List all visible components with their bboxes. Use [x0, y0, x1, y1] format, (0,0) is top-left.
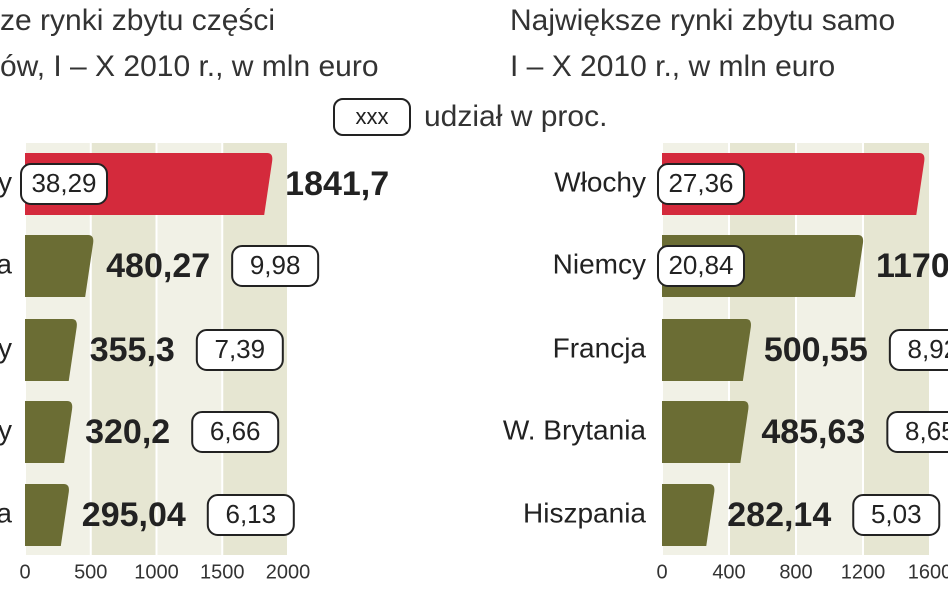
- category-label: W. Brytania: [503, 414, 647, 445]
- value-label: 1841,7: [285, 165, 389, 203]
- share-box: [195, 329, 284, 371]
- legend-sample: xxx: [356, 104, 389, 129]
- value-label: 500,55: [764, 331, 868, 369]
- share-label: 38,29: [31, 168, 96, 198]
- x-tick-label: 1000: [134, 561, 179, 583]
- share-box: [852, 494, 941, 536]
- share-box: [20, 163, 108, 205]
- category-label: a: [0, 497, 12, 528]
- x-tick-label: 400: [712, 561, 745, 583]
- x-tick-label: 0: [656, 561, 667, 583]
- share-box: [657, 163, 745, 205]
- value-label: 355,3: [90, 331, 175, 369]
- share-label: 8,65: [905, 416, 948, 446]
- bar: [662, 484, 715, 546]
- share-label: 9,98: [250, 250, 301, 280]
- chart-subtitle: ów, I – X 2010 r., w mln euro: [0, 50, 379, 83]
- legend-label: udział w proc.: [424, 100, 607, 133]
- value-label: 295,04: [82, 496, 186, 534]
- x-tick-label: 800: [779, 561, 812, 583]
- value-label: 320,2: [85, 413, 170, 451]
- category-label: a: [0, 248, 12, 279]
- bar: [662, 319, 751, 381]
- legend: xxx udział w proc.: [333, 98, 607, 136]
- bar: [25, 401, 73, 463]
- share-label: 27,36: [668, 168, 733, 198]
- chart-subtitle: I – X 2010 r., w mln euro: [510, 50, 835, 83]
- category-label: y: [0, 166, 12, 197]
- share-label: 5,03: [871, 499, 922, 529]
- share-box: [191, 411, 280, 453]
- x-tick-label: 1200: [841, 561, 886, 583]
- share-label: 6,13: [225, 499, 276, 529]
- share-label: 20,84: [668, 250, 733, 280]
- share-box: [888, 329, 948, 371]
- x-tick-label: 1500: [200, 561, 245, 583]
- value-label: 282,14: [727, 496, 831, 534]
- value-label: 1170: [876, 247, 948, 285]
- x-tick-label: 0: [19, 561, 30, 583]
- share-box: [886, 411, 948, 453]
- category-label: y: [0, 332, 12, 363]
- x-tick-label: 2000: [266, 561, 311, 583]
- bar: [25, 235, 94, 297]
- chart-title: ze rynki zbytu części: [0, 4, 275, 37]
- value-label: 480,27: [106, 247, 210, 285]
- chart-title: Największe rynki zbytu samo: [510, 4, 895, 37]
- share-label: 7,39: [215, 334, 266, 364]
- share-label: 6,66: [210, 416, 261, 446]
- legend-box: [333, 98, 411, 136]
- share-box: [657, 245, 745, 287]
- bar: [25, 319, 77, 381]
- category-label: Francja: [553, 332, 647, 363]
- bar: [662, 401, 749, 463]
- bar: [25, 484, 69, 546]
- category-label: y: [0, 414, 12, 445]
- share-box: [206, 494, 295, 536]
- value-label: 485,63: [761, 413, 865, 451]
- category-label: Niemcy: [553, 248, 646, 279]
- x-tick-label: 1600: [908, 561, 948, 583]
- x-tick-label: 500: [74, 561, 107, 583]
- share-label: 8,92: [908, 334, 948, 364]
- category-label: Włochy: [554, 166, 646, 197]
- share-box: [231, 245, 320, 287]
- category-label: Hiszpania: [523, 497, 646, 528]
